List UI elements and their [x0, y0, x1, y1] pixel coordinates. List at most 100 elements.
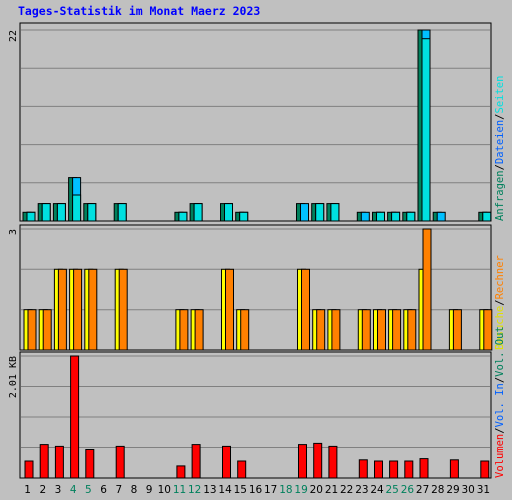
x-tick-label: 12 — [188, 484, 201, 496]
bar-volumen-day-20 — [313, 442, 323, 479]
x-tick-label: 30 — [462, 484, 475, 496]
legend-entry: Volumen — [494, 434, 506, 478]
bar-seiten-day-2 — [41, 203, 51, 222]
bar-rechner-day-4 — [73, 268, 83, 351]
x-tick-label: 26 — [401, 484, 415, 496]
bar-volumen-day-27 — [419, 458, 429, 479]
bar-dateien-day-28 — [436, 211, 446, 222]
x-tick-label: 13 — [203, 484, 216, 496]
x-tick-label: 8 — [131, 484, 138, 496]
bar-volumen-day-15 — [237, 460, 247, 479]
bar-rechner-day-1 — [27, 309, 37, 351]
bar-seiten-day-31 — [482, 211, 492, 222]
bar-volumen-day-5 — [85, 449, 95, 479]
x-tick-label: 21 — [325, 484, 338, 496]
legend-entry: Dateien — [494, 120, 506, 164]
bar-seiten-day-26 — [406, 211, 416, 222]
legend-volume: Volumen/Vol. In/Vol. Out — [494, 326, 506, 478]
bar-seiten-day-12 — [193, 203, 203, 222]
x-tick-label: 10 — [158, 484, 171, 496]
x-tick-label: 24 — [370, 484, 384, 496]
legend-entry: Rechner — [494, 255, 506, 299]
bar-seiten-day-15 — [239, 211, 249, 222]
bar-rechner-day-25 — [392, 309, 402, 351]
x-tick-label: 11 — [173, 484, 186, 496]
bar-rechner-day-12 — [194, 309, 204, 351]
x-tick-label: 17 — [264, 484, 277, 496]
panel-volume-frame — [19, 351, 492, 479]
x-tick-label: 23 — [355, 484, 368, 496]
bar-seiten-day-20 — [315, 203, 325, 222]
bar-volumen-day-21 — [328, 445, 338, 479]
x-tick-label: 25 — [386, 484, 399, 496]
bar-volumen-day-11 — [176, 465, 186, 479]
panel-visits: 3 — [8, 228, 493, 351]
bar-seiten-day-3 — [56, 203, 66, 222]
bar-seiten-day-1 — [26, 211, 36, 222]
x-tick-label: 6 — [100, 484, 107, 496]
panel-volume: 2.01 KB — [8, 355, 490, 479]
legend-entry: / — [494, 377, 506, 383]
bar-seiten-day-14 — [224, 203, 233, 222]
bar-rechner-day-31 — [483, 309, 493, 351]
bar-dateien-day-19 — [300, 203, 309, 222]
bar-rechner-day-14 — [225, 268, 234, 351]
legend-entry: Besuche — [494, 306, 506, 350]
bar-rechner-day-21 — [331, 309, 341, 351]
x-tick-label: 1 — [24, 484, 31, 496]
legend-entry: / — [494, 114, 506, 120]
x-tick-label: 4 — [70, 484, 77, 496]
legends: Anfragen/Dateien/SeitenBesuche/RechnerVo… — [494, 76, 506, 478]
bar-volumen-day-26 — [404, 460, 414, 479]
bar-rechner-day-27 — [422, 228, 432, 351]
x-tick-label: 18 — [279, 484, 292, 496]
bar-volumen-day-2 — [39, 444, 49, 479]
x-tick-label: 22 — [340, 484, 353, 496]
x-tick-label: 27 — [416, 484, 429, 496]
bar-rechner-day-15 — [240, 309, 250, 351]
bar-rechner-day-26 — [407, 309, 417, 351]
y-max-label: 22 — [8, 30, 19, 42]
bar-volumen-day-19 — [298, 444, 307, 479]
legend-entry: Vol. Out — [494, 326, 506, 377]
legend-entry: Anfragen — [494, 170, 506, 221]
x-tick-label: 31 — [477, 484, 490, 496]
chart-title: Tages-Statistik im Monat Maerz 2023 — [18, 4, 260, 18]
panel-visits-frame — [19, 224, 492, 351]
panel-requests: 22 — [8, 29, 492, 222]
bar-seiten-day-4 — [72, 194, 82, 222]
bar-volumen-day-14 — [222, 445, 231, 479]
legend-entry: / — [494, 299, 506, 305]
y-max-label: 2.01 KB — [8, 356, 19, 398]
legend-entry: Vol. In — [494, 383, 506, 427]
bar-rechner-day-5 — [88, 268, 98, 351]
bar-rechner-day-7 — [118, 268, 128, 351]
bar-volumen-day-29 — [449, 459, 459, 479]
x-tick-label: 15 — [234, 484, 247, 496]
x-tick-label: 28 — [431, 484, 444, 496]
x-tick-label: 19 — [294, 484, 307, 496]
bar-rechner-day-20 — [316, 309, 326, 351]
bar-volumen-day-3 — [54, 445, 64, 479]
panel-requests-frame — [19, 22, 492, 222]
bar-rechner-day-11 — [179, 309, 189, 351]
bar-rechner-day-2 — [42, 309, 52, 351]
bar-seiten-day-24 — [376, 211, 385, 222]
legend-entry: / — [494, 164, 506, 170]
bar-volumen-day-31 — [480, 460, 490, 479]
bar-seiten-day-21 — [330, 203, 340, 222]
x-tick-label: 3 — [55, 484, 62, 496]
x-tick-label: 7 — [115, 484, 122, 496]
bar-seiten-day-11 — [178, 211, 188, 222]
x-tick-label: 20 — [310, 484, 323, 496]
bar-rechner-day-23 — [361, 309, 371, 351]
x-tick-label: 9 — [146, 484, 153, 496]
x-tick-label: 16 — [249, 484, 263, 496]
bar-seiten-day-27 — [421, 38, 431, 222]
y-max-label: 3 — [8, 229, 19, 235]
x-tick-label: 14 — [218, 484, 232, 496]
bar-volumen-day-7 — [115, 445, 125, 479]
bar-volumen-day-1 — [24, 460, 34, 479]
bar-rechner-day-19 — [301, 268, 310, 351]
